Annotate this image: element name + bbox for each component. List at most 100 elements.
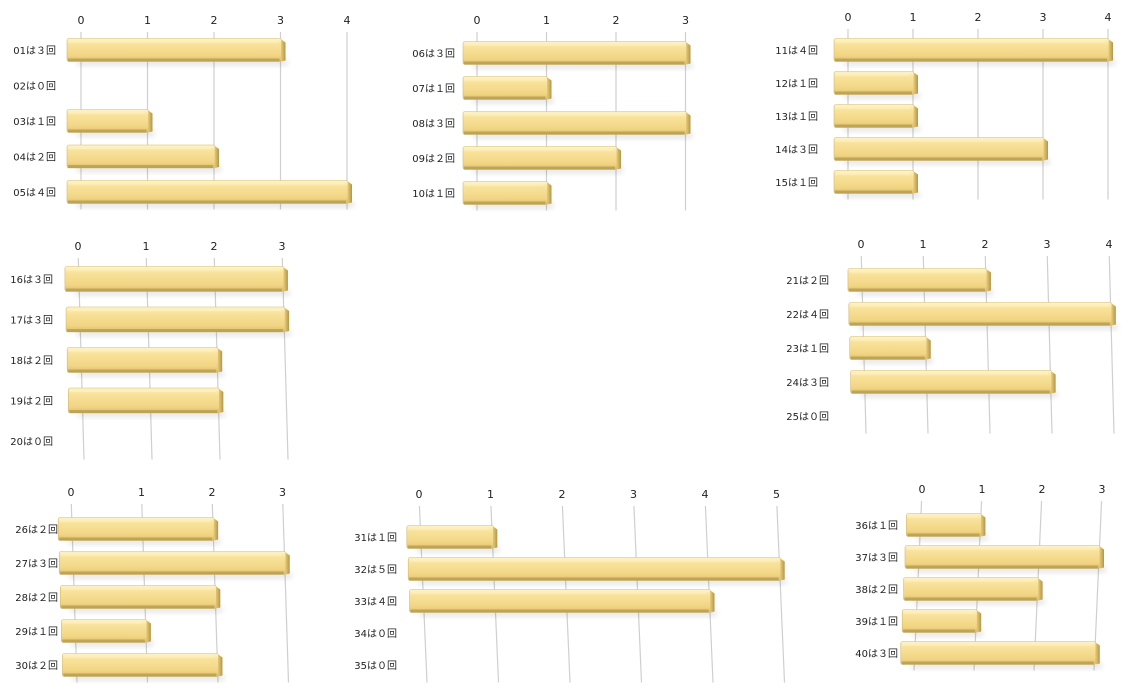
tick-label: 3: [682, 14, 689, 27]
category-label: 05は４回: [13, 187, 56, 199]
category-label: 12は１回: [775, 78, 818, 90]
bar-chart-3: 0 1 2 3 4 11は４回 12は１回 13は１回 14は３回 15は１回: [775, 11, 1115, 200]
tick-label: 0: [858, 238, 865, 251]
bar: [900, 641, 1102, 669]
tick-label: 3: [279, 486, 286, 499]
category-label: 26は２回: [15, 524, 58, 536]
category-label: 23は１回: [786, 343, 829, 355]
tick-label: 0: [474, 14, 481, 27]
bar: [462, 181, 554, 209]
tick-label: 3: [277, 14, 284, 27]
bar: [58, 551, 292, 579]
category-label: 29は１回: [15, 626, 58, 638]
tick-label: 1: [143, 240, 150, 253]
category-label: 06は３回: [412, 48, 455, 60]
category-label: 07は１回: [412, 83, 455, 95]
bar: [407, 557, 787, 585]
bar: [849, 336, 933, 364]
tick-label: 4: [702, 488, 709, 501]
bar: [906, 513, 988, 541]
bar-chart-7: 0 1 2 3 4 5 31は１回 32は５回 33は４回 34は０回 35は０回: [354, 488, 787, 683]
category-label: 21は２回: [786, 275, 829, 287]
gridline: [282, 503, 290, 683]
tick-label: 0: [416, 488, 423, 501]
category-label: 15は１回: [775, 177, 818, 189]
tick-label: 0: [75, 240, 82, 253]
tick-label: 1: [979, 483, 986, 496]
category-label: 02は０回: [13, 81, 56, 93]
bar: [850, 370, 1058, 398]
tick-label: 1: [487, 488, 494, 501]
tick-label: 5: [773, 488, 780, 501]
bar: [833, 137, 1050, 165]
tick-label: 4: [1106, 238, 1113, 251]
tick-label: 1: [920, 238, 927, 251]
category-label: 31は１回: [354, 532, 397, 544]
tick-label: 3: [1099, 483, 1106, 496]
tick-label: 3: [279, 240, 286, 253]
category-label: 27は３回: [15, 558, 58, 570]
bar: [66, 347, 225, 377]
tick-label: 4: [344, 14, 351, 27]
bar: [462, 146, 623, 174]
bar: [833, 104, 920, 132]
bar: [66, 109, 155, 137]
category-label: 39は１回: [855, 616, 898, 628]
tick-label: 1: [543, 14, 550, 27]
tick-label: 0: [919, 483, 926, 496]
category-label: 24は３回: [786, 377, 829, 389]
category-label: 28は２回: [15, 592, 58, 604]
tick-label: 3: [1040, 11, 1047, 24]
bar: [409, 589, 717, 617]
category-label: 04は２回: [13, 152, 56, 164]
bar: [833, 38, 1115, 66]
bar: [60, 585, 223, 613]
bar: [61, 619, 153, 647]
bar: [833, 170, 920, 198]
bar: [65, 306, 292, 336]
category-label: 13は１回: [775, 111, 818, 123]
tick-label: 2: [982, 238, 989, 251]
bar-chart-4: 0 1 2 3 16は３回 17は３回 18は２回 19は２回 20は０回: [10, 240, 292, 460]
tick-label: 0: [68, 486, 75, 499]
bar: [68, 387, 226, 417]
category-label: 25は０回: [786, 411, 829, 423]
category-label: 19は２回: [10, 396, 53, 408]
bar: [66, 180, 354, 208]
category-label: 22は４回: [786, 309, 829, 321]
bar: [57, 517, 221, 545]
gridline: [1046, 255, 1053, 434]
category-label: 38は２回: [855, 584, 898, 596]
bar: [903, 577, 1045, 605]
bar: [64, 266, 290, 296]
gridline: [776, 505, 786, 683]
category-label: 35は０回: [354, 660, 397, 672]
bar-chart-8: 0 1 2 3 36は１回 37は３回 38は２回 39は１回 40は３回: [855, 483, 1107, 671]
tick-label: 4: [1105, 11, 1112, 24]
bar-chart-6: 0 1 2 3 26は２回 27は３回 28は２回 29は１回 30は２回: [15, 486, 292, 683]
bar: [66, 144, 221, 172]
category-label: 10は１回: [412, 188, 455, 200]
bar-chart-5: 0 1 2 3 4 21は２回 22は４回 23は１回 24は３回 25は０回: [786, 238, 1118, 434]
bar: [462, 111, 693, 139]
tick-label: 2: [559, 488, 566, 501]
tick-label: 3: [630, 488, 637, 501]
category-label: 30は２回: [15, 660, 58, 672]
tick-label: 0: [78, 14, 85, 27]
bar-chart-1: 0 1 2 3 4 01は３回 02は０回 03は１回 04は２回 05は４回: [13, 14, 354, 210]
bar: [462, 76, 554, 104]
category-label: 37は３回: [855, 552, 898, 564]
category-label: 32は５回: [354, 564, 397, 576]
tick-label: 0: [845, 11, 852, 24]
bar-chart-2: 0 1 2 3 06は３回 07は１回 08は３回 09は２回 10は１回: [412, 14, 693, 211]
tick-label: 2: [211, 14, 218, 27]
category-label: 33は４回: [354, 596, 397, 608]
bar: [904, 545, 1107, 573]
bar: [847, 268, 993, 296]
bar: [462, 41, 693, 69]
category-label: 17は３回: [10, 315, 53, 327]
category-label: 18は２回: [10, 355, 53, 367]
category-label: 01は３回: [13, 45, 56, 57]
bar: [62, 653, 225, 681]
